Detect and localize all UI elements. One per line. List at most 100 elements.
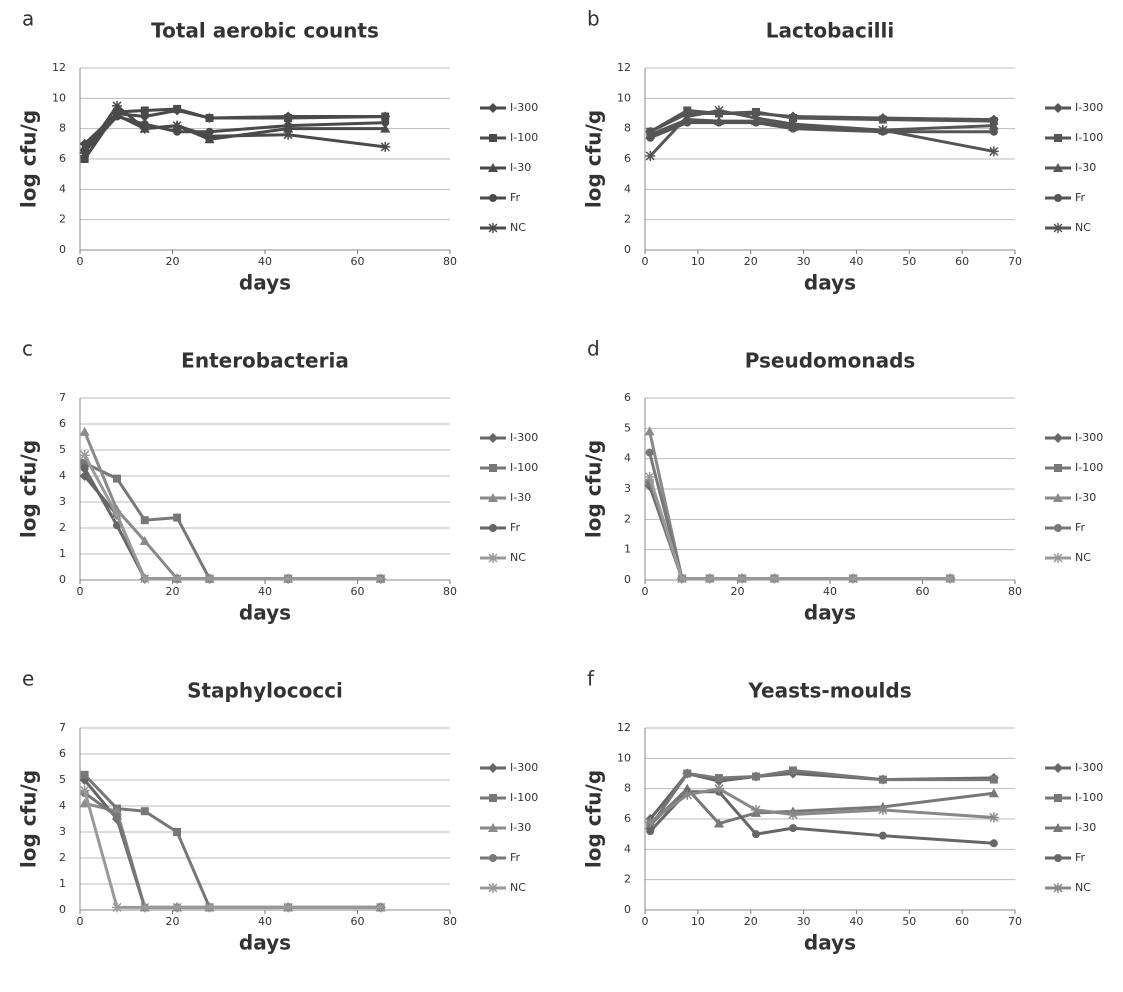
y-tick-label: 4 <box>59 182 66 195</box>
legend-label: I-300 <box>510 101 538 114</box>
series-line <box>85 775 381 908</box>
y-tick-label: 4 <box>59 799 66 812</box>
series-line <box>85 463 381 579</box>
y-tick-label: 2 <box>624 213 631 226</box>
marker <box>488 223 498 233</box>
marker <box>945 573 955 583</box>
legend-label: I-30 <box>1075 161 1096 174</box>
x-tick-label: 30 <box>797 255 811 268</box>
legend-label: I-300 <box>1075 431 1103 444</box>
chart-title: Enterobacteria <box>181 349 349 373</box>
legend-label: I-30 <box>510 161 531 174</box>
marker <box>788 809 798 819</box>
marker <box>683 770 691 778</box>
marker <box>489 464 497 472</box>
x-tick-label: 20 <box>744 255 758 268</box>
x-tick-label: 50 <box>902 915 916 928</box>
x-axis-label: days <box>239 601 291 625</box>
y-tick-label: 3 <box>59 495 66 508</box>
y-tick-label: 3 <box>624 482 631 495</box>
marker <box>789 824 797 832</box>
y-tick-label: 10 <box>52 91 66 104</box>
marker <box>1054 794 1062 802</box>
chart-title: Lactobacilli <box>766 19 895 43</box>
legend-label: I-100 <box>1075 131 1103 144</box>
chart-title: Staphylococci <box>187 679 343 703</box>
marker <box>173 514 181 522</box>
marker <box>205 574 215 584</box>
y-axis-label: log cfu/g <box>582 110 606 208</box>
marker <box>489 854 497 862</box>
x-tick-label: 0 <box>642 585 649 598</box>
series-line <box>85 455 381 579</box>
marker <box>878 805 888 815</box>
y-tick-label: 4 <box>624 452 631 465</box>
marker <box>113 812 121 820</box>
y-tick-label: 5 <box>59 443 66 456</box>
marker <box>645 426 655 435</box>
legend-label: I-100 <box>510 461 538 474</box>
x-tick-label: 0 <box>642 255 649 268</box>
marker <box>1053 763 1063 773</box>
panel-label: b <box>587 7 600 31</box>
marker <box>140 124 150 134</box>
marker <box>112 510 122 520</box>
marker <box>283 902 293 912</box>
legend-label: Fr <box>1075 191 1086 204</box>
x-tick-label: 0 <box>77 255 84 268</box>
marker <box>1053 223 1063 233</box>
y-tick-label: 2 <box>59 213 66 226</box>
x-axis-label: days <box>239 271 291 295</box>
marker <box>376 902 386 912</box>
x-tick-label: 40 <box>258 255 272 268</box>
marker <box>1053 103 1063 113</box>
x-tick-label: 70 <box>1008 915 1022 928</box>
marker <box>172 121 182 131</box>
x-tick-label: 60 <box>955 255 969 268</box>
marker <box>284 114 292 122</box>
marker <box>376 574 386 584</box>
legend-label: I-100 <box>1075 461 1103 474</box>
y-tick-label: 1 <box>624 543 631 556</box>
y-tick-label: 3 <box>59 825 66 838</box>
x-tick-label: 80 <box>443 915 457 928</box>
marker <box>714 784 724 794</box>
marker <box>206 114 214 122</box>
series-line <box>650 789 994 825</box>
marker <box>489 524 497 532</box>
marker <box>1053 553 1063 563</box>
marker <box>284 122 292 130</box>
x-tick-label: 20 <box>166 585 180 598</box>
x-tick-label: 60 <box>351 585 365 598</box>
y-tick-label: 0 <box>624 903 631 916</box>
marker <box>752 773 760 781</box>
chart-title: Pseudomonads <box>745 349 916 373</box>
series-line <box>85 432 381 579</box>
x-tick-label: 60 <box>916 585 930 598</box>
legend-label: I-30 <box>510 491 531 504</box>
series-line <box>85 476 381 579</box>
marker <box>705 573 715 583</box>
panel-label: d <box>587 337 600 361</box>
y-tick-label: 7 <box>59 391 66 404</box>
marker <box>751 805 761 815</box>
y-axis-label: log cfu/g <box>17 440 41 538</box>
marker <box>489 794 497 802</box>
x-tick-label: 40 <box>849 255 863 268</box>
marker <box>140 574 150 584</box>
y-tick-label: 4 <box>624 182 631 195</box>
marker <box>878 125 888 135</box>
marker <box>488 763 498 773</box>
y-tick-label: 12 <box>52 61 66 74</box>
marker <box>1054 524 1062 532</box>
marker <box>173 105 181 113</box>
marker <box>489 194 497 202</box>
marker <box>646 449 654 457</box>
marker <box>714 105 724 115</box>
y-tick-label: 0 <box>624 573 631 586</box>
marker <box>989 812 999 822</box>
marker <box>752 830 760 838</box>
x-tick-label: 60 <box>351 915 365 928</box>
y-tick-label: 7 <box>59 721 66 734</box>
marker <box>879 776 887 784</box>
